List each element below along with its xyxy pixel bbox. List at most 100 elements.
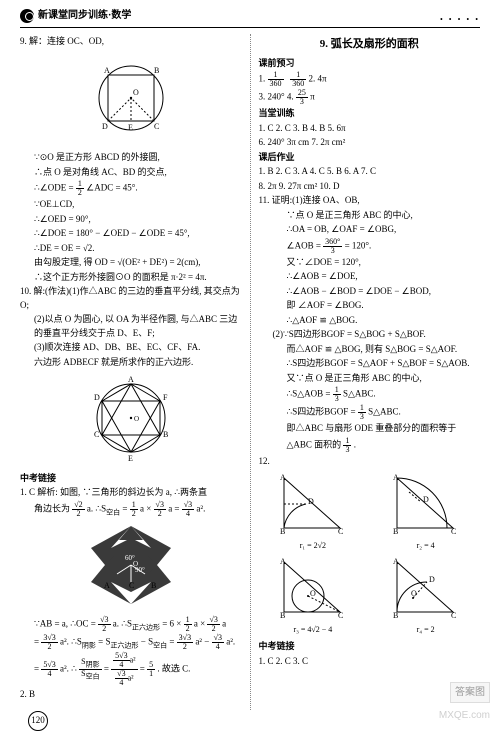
kqyx: 课前预习: [259, 57, 481, 71]
l19a: =: [34, 664, 41, 674]
svg-text:A: A: [280, 473, 286, 482]
r23b: .: [354, 439, 356, 449]
header-rule: [20, 27, 480, 28]
fig-black-hex: 60° 90° A C B O: [20, 522, 242, 613]
zk-left: 中考链接: [20, 472, 242, 486]
fr-1-3-c: 13: [343, 437, 351, 454]
svg-text:A: A: [393, 473, 399, 482]
l18: = 3√32 a². ∴S阴影 = S正六边形 − S空白 = 3√32 a² …: [20, 634, 242, 651]
l05: ∵OE⊥CD,: [20, 198, 242, 212]
khzy: 课后作业: [259, 151, 481, 165]
svg-text:B: B: [393, 527, 398, 536]
r24: 12.: [259, 455, 481, 469]
l17b: a. ∴S: [113, 619, 132, 629]
left-column: 9. 解：连接 OC、OD, A B C D O E ∵⊙O 是正方形 ABCD…: [20, 34, 242, 710]
fr-half-a: 12: [130, 501, 138, 518]
fr-3sq3o2: 3√32: [41, 634, 57, 651]
l19e: . 故选 C.: [157, 664, 190, 674]
tri-3: A O B C r₃ = 4√2 − 4: [278, 556, 348, 636]
l18c: = S: [98, 637, 110, 647]
r5: 1. B 2. C 3. A 4. C 5. B 6. A 7. C: [259, 165, 481, 179]
l16b: a. ∴S: [87, 503, 106, 513]
r20a: ∴S△AOB =: [287, 389, 333, 399]
tri3-cap: r₃ = 4√2 − 4: [278, 624, 348, 636]
r21b: S△ABC.: [368, 407, 401, 417]
l04: ∴∠ODE = 12 ∠ADC = 45°.: [20, 180, 242, 197]
r20b: S△ABC.: [343, 389, 376, 399]
fr-1-360-a: 1360: [268, 71, 284, 88]
frac-1-2-a: 12: [76, 180, 84, 197]
r1a: 1.: [259, 74, 268, 84]
r19: 又∵点 O 是正三角形 ABC 的中心,: [259, 372, 481, 386]
l18b: a². ∴S: [60, 637, 82, 647]
r10: ∠AOB = 360°3 = 120°.: [259, 238, 481, 255]
fr-3o4: √34: [212, 634, 224, 651]
l16d: a ×: [140, 503, 154, 513]
l20: 2. B: [20, 688, 242, 702]
svg-text:E: E: [128, 123, 133, 132]
l10: ∴这个正方形外接圆⊙O 的面积是 π·2² = 4π.: [20, 271, 242, 285]
fr-360-3: 360°3: [323, 238, 342, 255]
l17: ∵AB = a, ∴OC = √32 a. ∴S正六边形 = 6 × 12 a …: [20, 616, 242, 633]
r3: 1. C 2. C 3. B 4. B 5. 6π: [259, 122, 481, 136]
r23: △ABC 面积的 13 .: [259, 437, 481, 454]
svg-text:B: B: [280, 611, 285, 620]
fr-ratio1: S阴影S空白: [79, 658, 101, 680]
l03: ∴点 O 是对角线 AC、BD 的交点,: [20, 166, 242, 180]
l16f: a².: [196, 503, 205, 513]
r2a: 3. 240° 4.: [259, 92, 296, 102]
l17c: = 6 ×: [162, 619, 183, 629]
l13: (3)顺次连接 AD、DB、BE、EC、CF、FA.: [20, 341, 242, 355]
l04a: ∴∠ODE =: [34, 183, 76, 193]
l19b: a². ∴: [60, 664, 79, 674]
l04b: ∠ADC = 45°.: [86, 183, 138, 193]
svg-text:D: D: [429, 575, 435, 584]
tri4-cap: r₄ = 2: [391, 624, 461, 636]
l02: ∵⊙O 是正方形 ABCD 的外接圆,: [20, 151, 242, 165]
fr-half-b: 12: [184, 616, 192, 633]
l14: 六边形 ADBECF 就是所求作的正六边形.: [20, 356, 242, 370]
svg-text:C: C: [129, 581, 134, 590]
tri1-cap: r₁ = 2√2: [278, 540, 348, 552]
svg-text:D: D: [423, 495, 429, 504]
watermark-text: MXQE.com: [439, 708, 490, 723]
r16: (2)∵S四边形BGOF = S△BOG + S△BOF.: [259, 328, 481, 342]
r10b: = 120°.: [345, 240, 372, 250]
r7: 11. 证明:(1)连接 OA、OB,: [259, 194, 481, 208]
fig-hexagon-circle: A B C F D E O: [20, 373, 242, 468]
svg-text:D: D: [102, 122, 108, 131]
r17: 而△AOF ≌ △BOG, 则有 S△BOG = S△AOF.: [259, 343, 481, 357]
triangle-row-1: A D B C r₁ = 2√2 A D B C r₂ = 4: [259, 472, 481, 552]
r20: ∴S△AOB = 13 S△ABC.: [259, 386, 481, 403]
svg-text:D: D: [308, 497, 314, 506]
header-title: 新课堂同步训练·数学: [38, 8, 131, 23]
fig-circle-square: A B C D O E: [20, 53, 242, 148]
right-column: 9. 弧长及扇形的面积 课前预习 1. 1360 1360 2. 4π 3. 2…: [259, 34, 481, 710]
svg-text:A: A: [104, 66, 110, 75]
page-header: 新课堂同步训练·数学 • • • • •: [0, 0, 500, 27]
fr-5sq3: 51: [147, 661, 155, 678]
r1b: 2. 4π: [309, 74, 327, 84]
svg-text:E: E: [128, 454, 133, 463]
l17a: ∵AB = a, ∴OC =: [34, 619, 98, 629]
tri-2: A D B C r₂ = 4: [391, 472, 461, 552]
page-number: 120: [28, 711, 48, 731]
header-dots: • • • • •: [440, 14, 480, 26]
svg-text:F: F: [163, 393, 168, 402]
r1: 1. 1360 1360 2. 4π: [259, 71, 481, 88]
r12: ∴∠AOB = ∠DOE,: [259, 270, 481, 284]
fr-sq3o2-a: √32: [154, 501, 166, 518]
r9: ∴OA = OB, ∠OAF = ∠OBG,: [259, 223, 481, 237]
fr-1-3-b: 13: [358, 404, 366, 421]
column-divider: [250, 34, 251, 710]
svg-text:D: D: [94, 393, 100, 402]
l18d: − S: [141, 637, 153, 647]
svg-text:C: C: [451, 611, 456, 620]
logo-icon: [20, 9, 34, 23]
dtxl: 当堂训练: [259, 107, 481, 121]
l09: 由勾股定理, 得 OD = √(OE² + DE²) = 2(cm),: [20, 256, 242, 270]
r11: 又∵∠DOE = 120°,: [259, 256, 481, 270]
l06: ∴∠OED = 90°,: [20, 213, 242, 227]
tri-4: A D O B C r₄ = 2: [391, 556, 461, 636]
r14: 即 ∠AOF = ∠BOG.: [259, 299, 481, 313]
